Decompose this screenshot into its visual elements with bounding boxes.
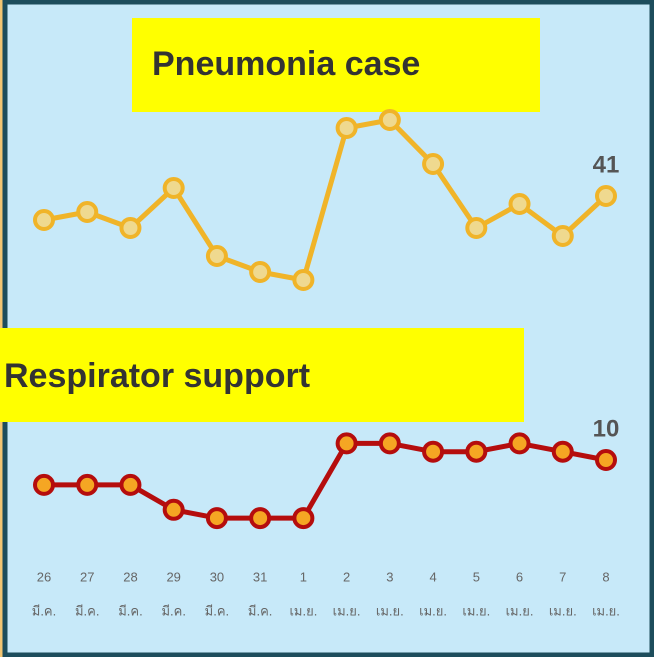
marker [551, 225, 574, 247]
marker [33, 473, 55, 496]
marker [76, 473, 99, 496]
marker [595, 185, 617, 207]
chart-title: Respirator support [4, 357, 310, 395]
x-tick-label: เม.ย. [419, 603, 447, 618]
x-tick-label: 4 [429, 569, 436, 584]
x-tick-label: 6 [516, 569, 523, 584]
marker [378, 432, 401, 455]
marker [162, 498, 185, 521]
marker [335, 432, 358, 455]
marker [205, 245, 228, 267]
x-tick-label: มี.ค. [118, 603, 143, 618]
x-tick-label: มี.ค. [248, 603, 273, 618]
marker [335, 117, 358, 139]
data-label: 41 [593, 151, 620, 178]
marker [508, 432, 531, 455]
x-tick-label: 3 [386, 569, 393, 584]
marker [76, 201, 99, 223]
x-tick-label: 31 [253, 569, 267, 584]
marker [162, 177, 185, 199]
x-tick-label: เม.ย. [376, 603, 404, 618]
marker [422, 440, 445, 463]
marker [292, 269, 315, 291]
x-tick-label: มี.ค. [75, 603, 100, 618]
x-tick-label: เม.ย. [289, 603, 317, 618]
x-tick-label: 28 [123, 569, 137, 584]
x-tick-label: 8 [602, 569, 609, 584]
marker [119, 217, 142, 239]
x-tick-label: มี.ค. [32, 603, 57, 618]
x-tick-label: มี.ค. [205, 603, 230, 618]
x-tick-label: มี.ค. [161, 603, 186, 618]
marker [33, 209, 55, 231]
x-tick-label: เม.ย. [592, 603, 620, 618]
marker [205, 507, 228, 530]
x-tick-label: 26 [37, 569, 51, 584]
x-tick-label: เม.ย. [549, 603, 577, 618]
marker [249, 261, 272, 283]
title-box [0, 328, 524, 422]
marker [595, 449, 617, 471]
chart-title: Pneumonia case [152, 45, 420, 83]
x-tick-label: เม.ย. [506, 603, 534, 618]
x-tick-label: 30 [210, 569, 224, 584]
marker [551, 440, 574, 463]
x-tick-label: 5 [473, 569, 480, 584]
title-box [132, 18, 540, 112]
marker [508, 193, 531, 215]
marker [119, 473, 142, 496]
marker [378, 109, 401, 131]
x-tick-label: เม.ย. [462, 603, 490, 618]
marker [465, 440, 488, 463]
marker [422, 153, 445, 175]
x-tick-label: 27 [80, 569, 94, 584]
marker [292, 507, 315, 530]
marker [249, 507, 272, 530]
x-tick-label: 7 [559, 569, 566, 584]
x-tick-label: 29 [166, 569, 180, 584]
marker [465, 217, 488, 239]
data-label: 10 [593, 415, 620, 442]
x-tick-label: เม.ย. [333, 603, 361, 618]
x-tick-label: 2 [343, 569, 350, 584]
x-tick-label: 1 [300, 569, 307, 584]
